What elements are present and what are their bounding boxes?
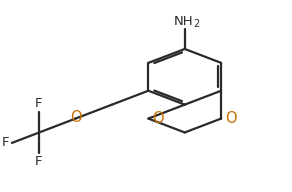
Text: O: O — [225, 111, 237, 126]
Text: 2: 2 — [194, 19, 200, 29]
Text: O: O — [70, 110, 81, 125]
Text: F: F — [1, 137, 9, 149]
Text: NH: NH — [174, 15, 194, 28]
Text: O: O — [152, 111, 164, 127]
Text: F: F — [35, 97, 42, 110]
Text: F: F — [35, 155, 42, 168]
